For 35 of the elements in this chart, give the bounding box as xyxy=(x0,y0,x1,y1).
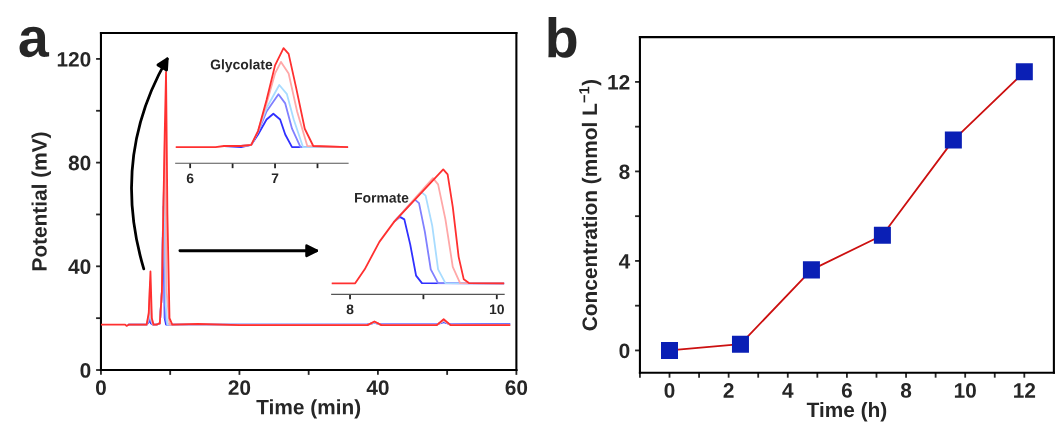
x-tick-label: 8 xyxy=(900,383,912,398)
annotation: Glycolate xyxy=(210,59,273,73)
x-tick-label: 20 xyxy=(228,380,251,396)
y-tick-label: 0 xyxy=(619,343,630,359)
text: b xyxy=(548,17,577,58)
x-tick-label: 10 xyxy=(489,304,504,315)
text: a xyxy=(19,26,50,58)
x-tick-label: 4 xyxy=(782,383,794,398)
y-tick-label: 40 xyxy=(68,259,91,275)
y-tick-label: 0 xyxy=(80,363,91,378)
x-tick-label: 12 xyxy=(1014,383,1036,398)
point xyxy=(802,261,820,279)
y-tick-label: 80 xyxy=(68,155,91,171)
x-axis-title: Time (min) xyxy=(256,399,361,419)
x-tick-label: 0 xyxy=(95,380,106,396)
y-tick-label: 120 xyxy=(57,51,91,67)
y-axis-title: Concentration (mmol L$^{−1}$) xyxy=(579,79,602,331)
point xyxy=(1015,63,1033,81)
x-tick-label: 40 xyxy=(366,380,389,396)
annotation: Formate xyxy=(355,193,409,203)
point xyxy=(944,131,962,149)
x-tick-label: 60 xyxy=(505,380,528,396)
x-tick-label: 6 xyxy=(186,173,194,184)
x-tick-label: 10 xyxy=(954,383,976,398)
x-axis-title: Time (h) xyxy=(806,401,887,422)
point xyxy=(731,335,749,353)
x-tick-label: 7 xyxy=(271,173,279,184)
x-tick-label: 2 xyxy=(723,383,734,398)
y-axis-title: Potential (mV) xyxy=(31,132,51,271)
y-tick-label: 4 xyxy=(618,254,631,269)
point xyxy=(661,341,679,359)
x-tick-label: 6 xyxy=(841,383,852,398)
y-tick-label: 12 xyxy=(608,74,630,90)
point xyxy=(873,226,891,244)
x-tick-label: 0 xyxy=(664,383,675,398)
